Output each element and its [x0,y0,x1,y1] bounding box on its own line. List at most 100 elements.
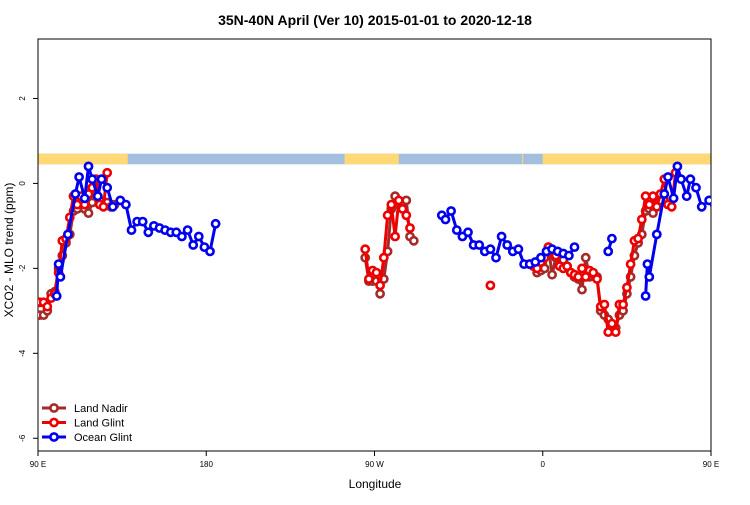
data-point-ocean-glint [642,259,653,269]
chart-title: 35N-40N April (Ver 10) 2015-01-01 to 202… [218,12,532,28]
data-point-ocean-glint [513,244,524,255]
data-point-ocean-glint [51,291,62,301]
data-point-ocean-glint [685,174,696,185]
data-point-ocean-glint [446,206,456,216]
data-point-land-glint [603,327,614,337]
legend-marker-ocean-glint [49,432,59,442]
data-point-ocean-glint [564,250,574,261]
data-point-ocean-glint [79,193,90,204]
data-point-ocean-glint [491,252,501,263]
data-point-land-glint [648,191,658,202]
data-point-ocean-glint [681,191,692,202]
data-point-land-nadir [408,235,419,246]
data-point-land-glint [666,201,677,212]
data-point-ocean-glint [734,229,741,236]
land-band [344,153,399,165]
data-point-ocean-glint [651,229,662,240]
data-point-ocean-glint [74,172,84,182]
data-point-land-nadir [401,195,412,206]
data-point-ocean-glint [603,246,614,257]
legend-item-land-glint: Land Glint [42,418,124,430]
x-tick-label: 90 E [703,460,719,469]
data-point-ocean-glint [176,231,187,242]
series-layer [38,161,750,337]
data-point-land-glint [633,233,643,244]
data-point-land-glint [607,318,617,329]
data-point-land-glint [382,210,393,221]
data-point-land-glint [102,167,113,178]
y-tick-label: -2 [18,264,27,272]
data-point-ocean-glint [663,172,673,182]
data-point-land-glint [625,259,636,269]
data-point-ocean-glint [496,231,507,242]
data-point-land-glint [386,199,397,210]
data-point-ocean-glint [644,271,655,282]
land-band [38,153,128,165]
data-point-ocean-glint [668,193,679,204]
data-point-ocean-glint [739,222,746,229]
data-point-ocean-glint [717,227,724,234]
data-point-ocean-glint [137,216,148,227]
data-point-land-glint [401,210,412,221]
data-point-ocean-glint [188,240,199,250]
data-point-ocean-glint [440,214,451,225]
legend: Land Nadir Land Glint Ocean Glint [42,403,132,444]
x-tick-label: 180 [200,460,214,469]
data-point-ocean-glint [210,218,221,229]
legend-label-land-glint: Land Glint [74,418,124,430]
x-tick-label: 0 [541,460,546,469]
data-point-ocean-glint [728,218,735,225]
data-point-ocean-glint [536,252,546,263]
legend-marker-land-glint [49,417,59,428]
data-point-land-nadir [547,269,557,280]
data-point-ocean-glint [121,199,131,210]
data-point-ocean-glint [672,161,683,172]
data-point-land-nadir [83,208,94,218]
data-point-ocean-glint [193,231,204,242]
plot-area: 90 E 180 90 W 0 90 E 2 0 -2 -4 -6 Land Nadir Land G… [18,38,750,469]
data-point-ocean-glint [63,229,73,240]
data-point-ocean-glint [102,182,113,193]
x-axis-label: Longitude [349,477,402,491]
y-tick-label: 2 [18,96,27,101]
data-point-ocean-glint [87,174,98,185]
legend-label-land-nadir: Land Nadir [74,403,128,415]
data-point-ocean-glint [463,227,473,238]
data-point-ocean-glint [143,227,154,238]
data-point-ocean-glint [205,246,215,257]
data-point-ocean-glint [709,201,711,208]
land-band [522,153,524,165]
data-point-ocean-glint [722,218,729,225]
data-point-land-glint [636,214,647,225]
data-point-land-glint [363,274,374,284]
legend-item-ocean-glint: Ocean Glint [42,432,132,444]
data-point-ocean-glint [485,244,496,255]
data-point-ocean-glint [745,224,750,231]
data-point-land-nadir [375,288,385,299]
data-point-ocean-glint [640,291,651,301]
data-point-ocean-glint [502,240,513,250]
data-point-land-glint [375,280,385,291]
data-point-land-glint [378,252,389,263]
data-point-ocean-glint [53,259,64,269]
data-point-ocean-glint [474,240,485,250]
y-axis-label: XCO2 - MLO trend (ppm) [2,183,16,318]
data-point-land-glint [98,201,109,212]
y-tick-label: -4 [18,349,27,357]
series-land-glint [38,167,681,337]
data-point-ocean-glint [182,225,193,235]
legend-item-land-nadir: Land Nadir [42,403,128,415]
land-band [542,153,711,165]
data-point-ocean-glint [126,225,137,235]
data-point-ocean-glint [451,225,462,235]
land-sea-strip [38,153,711,165]
data-point-ocean-glint [696,201,707,212]
data-point-ocean-glint [70,189,81,199]
data-point-land-nadir [577,284,587,295]
data-point-land-glint [610,327,621,337]
data-point-land-glint [42,301,53,312]
y-tick-label: 0 [18,181,27,186]
data-point-land-glint [405,223,415,233]
data-point-land-glint [393,195,404,206]
